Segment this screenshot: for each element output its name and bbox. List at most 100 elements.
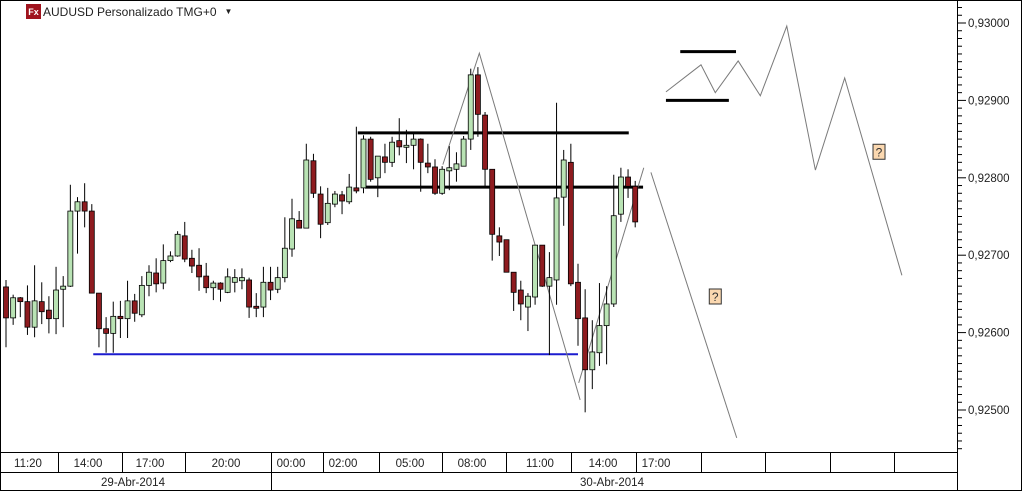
candle-body [410, 138, 417, 146]
candle [231, 269, 238, 293]
candle [81, 183, 88, 228]
candle-body [231, 277, 238, 283]
candle-body [503, 239, 510, 273]
candle [339, 190, 345, 215]
candle-body [603, 303, 610, 327]
candle-body [153, 272, 160, 285]
candle-body [589, 351, 596, 371]
candle-body [246, 279, 253, 308]
candle-body [625, 176, 631, 187]
candle [239, 268, 245, 290]
candle-body [96, 292, 102, 330]
candle-body [131, 300, 138, 314]
candle-body [174, 233, 181, 257]
candle-body [46, 309, 52, 320]
candle [317, 186, 324, 239]
candle-body [567, 161, 574, 285]
candle-body [124, 300, 131, 320]
candle-body [260, 281, 267, 308]
candle-body [467, 74, 474, 140]
candle [296, 211, 303, 229]
candle-body [367, 138, 374, 180]
candle-body [53, 289, 59, 320]
candle-body [496, 235, 503, 243]
candle [496, 227, 503, 256]
candle-body [17, 297, 24, 303]
candle [146, 265, 152, 297]
candle-body [103, 328, 109, 334]
candle-body [460, 138, 467, 167]
candle-body [203, 275, 210, 289]
candle [124, 280, 131, 339]
candle-body [546, 277, 553, 287]
candle-body [239, 277, 245, 282]
candle-body [417, 138, 424, 163]
candle-body [24, 301, 31, 328]
candle [575, 263, 581, 346]
candle [396, 118, 403, 156]
price-axis[interactable]: 0,93000 0,92900 0,92800 0,92700 0,92600 0,925… [958, 0, 1010, 450]
x-time-label: 17:00 [642, 458, 671, 470]
candle-body [289, 218, 295, 250]
candle-body [117, 315, 124, 320]
question-note-box [708, 288, 722, 305]
candle [417, 138, 424, 192]
candle-body [560, 159, 567, 198]
candle [618, 167, 624, 222]
candle [24, 285, 31, 335]
candle [525, 293, 531, 332]
candle [253, 293, 260, 318]
candle-body [3, 286, 9, 319]
fx-logo-icon: Fx [26, 4, 41, 19]
y-tick-label: 0,92700 [968, 250, 1010, 262]
candle [110, 301, 117, 353]
candle-body [403, 144, 410, 148]
candle [453, 152, 460, 182]
caret-down-icon[interactable]: ▼ [224, 7, 233, 16]
candle-body [353, 187, 360, 192]
candle [331, 190, 338, 208]
candle [610, 174, 617, 308]
candle [482, 112, 488, 188]
candle-body [196, 264, 202, 278]
candle-body [582, 317, 589, 371]
candle [596, 283, 603, 366]
candle [174, 231, 181, 257]
candle-body [10, 297, 17, 319]
candle-body [360, 138, 367, 189]
candle [46, 296, 52, 334]
time-axis[interactable]: 11:20 14:00 17:00 20:00 00:00 02:00 05:00 08:00… [14, 453, 895, 491]
candle [403, 129, 410, 164]
candle [410, 132, 417, 170]
x-date-label: 29-Abr-2014 [101, 477, 166, 489]
x-time-label: 02:00 [329, 458, 358, 470]
candle [60, 276, 67, 328]
candle-body [575, 281, 581, 320]
candle [267, 266, 274, 301]
candle-body [339, 194, 345, 202]
candle [210, 280, 217, 301]
candle [153, 258, 160, 293]
x-time-label: 20:00 [212, 458, 241, 470]
candle [138, 276, 145, 318]
candle [517, 280, 524, 321]
candle [546, 252, 553, 356]
candle-body [167, 255, 174, 262]
candle-body [618, 176, 624, 215]
candle [439, 166, 446, 195]
projection-line [665, 24, 903, 276]
y-tick-label: 0,93000 [968, 18, 1010, 30]
plot-area[interactable]: ?? [3, 24, 903, 439]
candle [103, 317, 109, 353]
candle-body [553, 197, 560, 281]
candle-body [310, 160, 317, 194]
candle-body [374, 155, 381, 179]
x-time-label: 14:00 [589, 458, 618, 470]
chart-title-bar[interactable]: Fx AUDUSD Personalizado TMG+0 ▼ [26, 4, 232, 19]
x-time-label: 14:00 [74, 458, 103, 470]
candle [625, 169, 631, 198]
candle [510, 271, 517, 311]
candle-body [274, 277, 281, 290]
candle [203, 262, 210, 294]
